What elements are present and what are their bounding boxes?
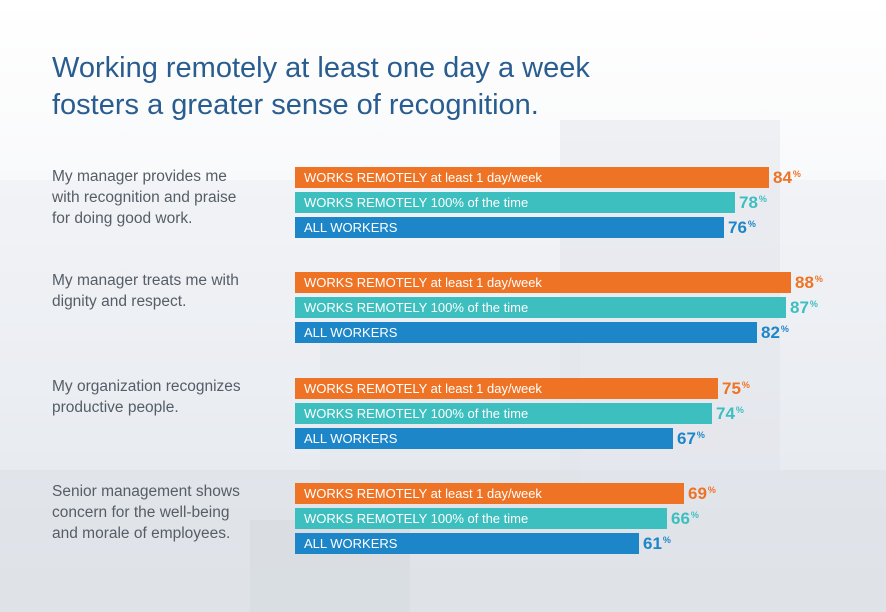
value-label: 69% — [688, 484, 716, 503]
bar: WORKS REMOTELY 100% of the time — [295, 297, 786, 318]
bar: WORKS REMOTELY at least 1 day/week — [295, 483, 684, 504]
chart-title-line: fosters a greater sense of recognition. — [52, 89, 539, 121]
question-label-line: productive people. — [52, 399, 179, 416]
question-label: My manager treats me with dignity and res… — [52, 270, 277, 312]
question-label-line: for doing good work. — [52, 210, 193, 227]
question-label-line: My manager treats me with — [52, 272, 239, 289]
value-label: 87% — [790, 298, 818, 317]
bar: WORKS REMOTELY 100% of the time — [295, 403, 712, 424]
bar: ALL WORKERS — [295, 217, 724, 238]
bar: ALL WORKERS — [295, 428, 673, 449]
value-label: 78% — [739, 193, 767, 212]
chart-title: Working remotely at least one day a week… — [52, 50, 692, 124]
value-label: 84% — [773, 168, 801, 187]
question-label-line: and morale of employees. — [52, 525, 231, 542]
bar: ALL WORKERS — [295, 533, 639, 554]
question-label: Senior management shows concern for the w… — [52, 481, 277, 544]
question-label-line: dignity and respect. — [52, 293, 187, 310]
question-label-line: My organization recognizes — [52, 378, 241, 395]
bar: WORKS REMOTELY at least 1 day/week — [295, 167, 769, 188]
value-label: 75% — [722, 379, 750, 398]
value-label: 67% — [677, 429, 705, 448]
bar: WORKS REMOTELY at least 1 day/week — [295, 378, 718, 399]
question-label-line: concern for the well-being — [52, 504, 230, 521]
bar: WORKS REMOTELY at least 1 day/week — [295, 272, 791, 293]
bar: WORKS REMOTELY 100% of the time — [295, 508, 667, 529]
value-label: 74% — [716, 404, 744, 423]
bar: WORKS REMOTELY 100% of the time — [295, 192, 735, 213]
question-label: My manager provides me with recognition a… — [52, 166, 277, 229]
bar: ALL WORKERS — [295, 322, 757, 343]
value-label: 61% — [643, 534, 671, 553]
value-label: 82% — [761, 323, 789, 342]
question-label-line: Senior management shows — [52, 483, 240, 500]
question-label-line: with recognition and praise — [52, 189, 237, 206]
question-label-line: My manager provides me — [52, 168, 227, 185]
value-label: 88% — [795, 273, 823, 292]
value-label: 66% — [671, 509, 699, 528]
value-label: 76% — [728, 218, 756, 237]
chart-title-line: Working remotely at least one day a week — [52, 52, 590, 84]
question-label: My organization recognizes productive peo… — [52, 376, 277, 418]
